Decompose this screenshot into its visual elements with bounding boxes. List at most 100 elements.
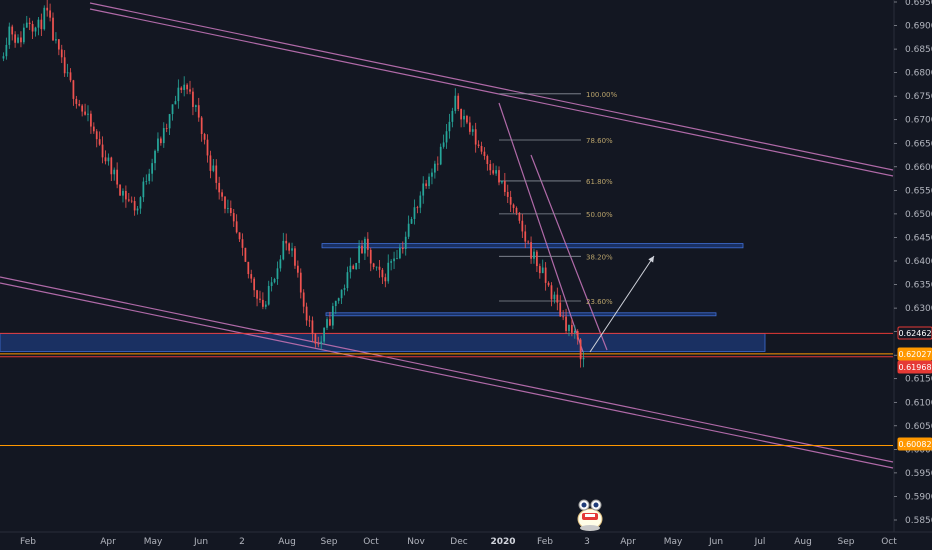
candle-body [264, 304, 267, 307]
candle-body [512, 204, 515, 208]
candle-body [247, 261, 250, 275]
candle-body [276, 268, 279, 280]
price-tag[interactable]: 0.60082 [897, 437, 932, 451]
candle-body [381, 269, 384, 278]
channel-upper-line-b[interactable] [89, 8, 894, 177]
fib-label: 78.60% [586, 137, 613, 145]
x-tick-label: Feb [537, 537, 553, 547]
candle-body [17, 37, 19, 43]
candle-body [434, 163, 436, 173]
wedge-line-a[interactable] [498, 102, 584, 353]
candle-body [463, 115, 465, 120]
candle-body [489, 164, 492, 171]
candle-body [262, 299, 264, 307]
candle-body [337, 298, 340, 301]
candle-body [329, 319, 331, 326]
channel-lower-line-b[interactable] [0, 282, 894, 469]
candle-body [81, 105, 84, 112]
projection-arrow[interactable] [589, 255, 655, 353]
candle-body [477, 144, 480, 146]
candle-body [401, 247, 404, 250]
candle-body [317, 343, 320, 345]
candle-body [66, 72, 69, 74]
y-tick-label: 0.61500 [905, 375, 932, 385]
candle-body [343, 288, 346, 290]
candle-body [498, 170, 500, 183]
y-tick-label: 0.63500 [905, 281, 932, 291]
candle-body [52, 17, 54, 41]
price-tag[interactable]: 0.62027 [897, 347, 932, 361]
candle-body [8, 26, 11, 45]
price-tag[interactable]: 0.62462 [897, 326, 932, 340]
candle-body [460, 109, 462, 120]
candle-body [136, 208, 139, 211]
candle-body [299, 272, 302, 293]
candle-body [285, 240, 288, 244]
candle-body [22, 27, 25, 43]
candle-body [527, 241, 530, 243]
upper-zone[interactable] [321, 243, 744, 249]
fib-label: 38.20% [586, 253, 613, 261]
candle-body [110, 157, 113, 175]
candle-body [151, 163, 153, 174]
candle-body [209, 155, 212, 171]
x-tick-label: May [664, 537, 683, 547]
svg-text:0.62462: 0.62462 [898, 329, 931, 338]
candle-body [571, 324, 573, 333]
candle-body [139, 197, 142, 209]
y-tick-label: 0.68500 [905, 45, 932, 55]
candle-body [547, 282, 550, 286]
candle-body [355, 262, 358, 270]
candle-body [474, 129, 477, 145]
channel-lower-line-a[interactable] [0, 276, 894, 463]
candle-body [104, 157, 107, 162]
candle-body [253, 278, 256, 291]
candle-body [95, 131, 98, 140]
candle-body [562, 316, 565, 318]
candle-body [334, 300, 337, 307]
candle-body [349, 265, 352, 273]
x-tick-label: Nov [407, 537, 425, 547]
candle-body [305, 306, 308, 321]
candle-body [396, 258, 398, 260]
candle-body [550, 285, 553, 300]
x-tick-label: Jun [708, 537, 723, 547]
candle-body [425, 183, 428, 187]
price-tag[interactable]: 0.61968 [897, 360, 932, 374]
fib-label: 100.00% [586, 91, 617, 99]
candle-body [445, 131, 448, 143]
middle-zone[interactable] [325, 312, 717, 317]
candle-body [495, 170, 497, 174]
candle-body [116, 169, 119, 185]
candle-body [101, 144, 104, 158]
candle-body [576, 330, 579, 340]
candle-body [171, 104, 174, 115]
candle-body [428, 176, 430, 187]
candle-body [87, 113, 89, 115]
candle-body [521, 220, 524, 232]
candle-body [451, 110, 454, 122]
channel-upper-line-a[interactable] [89, 2, 894, 171]
candle-body [323, 327, 325, 342]
fib-label: 61.80% [586, 178, 613, 186]
candle-body [530, 242, 532, 259]
y-tick-label: 0.60500 [905, 422, 932, 432]
horizontal-lines-layer [0, 332, 893, 447]
candle-body [533, 251, 535, 259]
candle-body [372, 263, 375, 267]
x-axis[interactable]: Feb Apr May Jun 2 Aug Sep Oct Nov Dec 2020 Feb 3 Apr M… [0, 531, 932, 547]
candle-body [183, 84, 186, 90]
lower-zone[interactable] [0, 333, 766, 352]
y-tick-label: 0.61000 [905, 398, 932, 408]
candle-body [454, 95, 457, 111]
tradingview-mascot-icon[interactable] [577, 499, 603, 531]
svg-text:0.61968: 0.61968 [898, 363, 931, 372]
wedge-line-b[interactable] [530, 154, 608, 351]
y-tick-label: 0.69000 [905, 22, 932, 32]
candle-body [256, 290, 258, 299]
candle-body [192, 91, 194, 107]
candle-body [509, 196, 512, 205]
candle-body [168, 114, 171, 129]
candle-body [75, 98, 78, 104]
